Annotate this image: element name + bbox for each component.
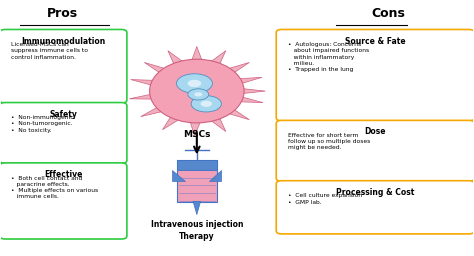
Text: Source & Fate: Source & Fate <box>345 37 406 46</box>
Text: Immunomodulation: Immunomodulation <box>21 37 105 46</box>
Polygon shape <box>191 47 202 62</box>
Text: •  Non-immunogenic.
•  Non-tumorogenic.
•  No toxicity.: • Non-immunogenic. • Non-tumorogenic. • … <box>11 115 75 133</box>
Polygon shape <box>209 51 226 66</box>
Polygon shape <box>233 77 262 85</box>
Polygon shape <box>144 62 170 74</box>
Polygon shape <box>163 115 182 130</box>
Polygon shape <box>129 93 158 99</box>
Polygon shape <box>190 120 201 136</box>
Polygon shape <box>168 51 185 66</box>
FancyBboxPatch shape <box>276 181 474 234</box>
Text: Processing & Cost: Processing & Cost <box>336 188 414 197</box>
Polygon shape <box>224 108 249 120</box>
Text: Pros: Pros <box>46 7 78 20</box>
FancyBboxPatch shape <box>177 160 217 169</box>
Circle shape <box>194 92 202 97</box>
Circle shape <box>188 80 201 87</box>
Text: Dose: Dose <box>365 127 386 136</box>
Polygon shape <box>209 116 226 132</box>
Circle shape <box>176 74 212 93</box>
Ellipse shape <box>150 59 244 123</box>
Text: Safety: Safety <box>49 110 77 119</box>
FancyBboxPatch shape <box>0 29 127 103</box>
Text: Licensed-MSCs can
suppress immune cells to
control inflammation.: Licensed-MSCs can suppress immune cells … <box>11 42 88 60</box>
Text: •  Cell culture expansion
•  GMP lab.: • Cell culture expansion • GMP lab. <box>288 194 362 205</box>
Polygon shape <box>193 201 201 215</box>
Polygon shape <box>141 105 167 117</box>
FancyBboxPatch shape <box>276 120 474 181</box>
Circle shape <box>191 96 221 112</box>
FancyBboxPatch shape <box>276 29 474 121</box>
Text: MSCs: MSCs <box>183 130 210 139</box>
Polygon shape <box>234 96 263 103</box>
Text: Effective for short term
follow up so multiple doses
might be needed.: Effective for short term follow up so mu… <box>288 133 370 151</box>
Text: •  Autologous: Concerns
   about impaired functions
   within inflammatory
   mi: • Autologous: Concerns about impaired fu… <box>288 42 369 72</box>
FancyBboxPatch shape <box>177 160 217 202</box>
Circle shape <box>201 101 212 107</box>
Text: Effective: Effective <box>44 170 82 179</box>
Text: Intravenous injection
Therapy: Intravenous injection Therapy <box>151 220 243 241</box>
Circle shape <box>188 89 209 100</box>
Polygon shape <box>224 62 249 74</box>
Polygon shape <box>237 88 265 94</box>
FancyBboxPatch shape <box>0 103 127 163</box>
Polygon shape <box>172 170 184 182</box>
Polygon shape <box>209 170 221 182</box>
Text: Cons: Cons <box>371 7 405 20</box>
Text: •  Both cell contact and
   paracrine effects.
•  Multiple effects on various
  : • Both cell contact and paracrine effect… <box>11 176 98 199</box>
FancyBboxPatch shape <box>0 163 127 239</box>
Polygon shape <box>131 80 159 87</box>
